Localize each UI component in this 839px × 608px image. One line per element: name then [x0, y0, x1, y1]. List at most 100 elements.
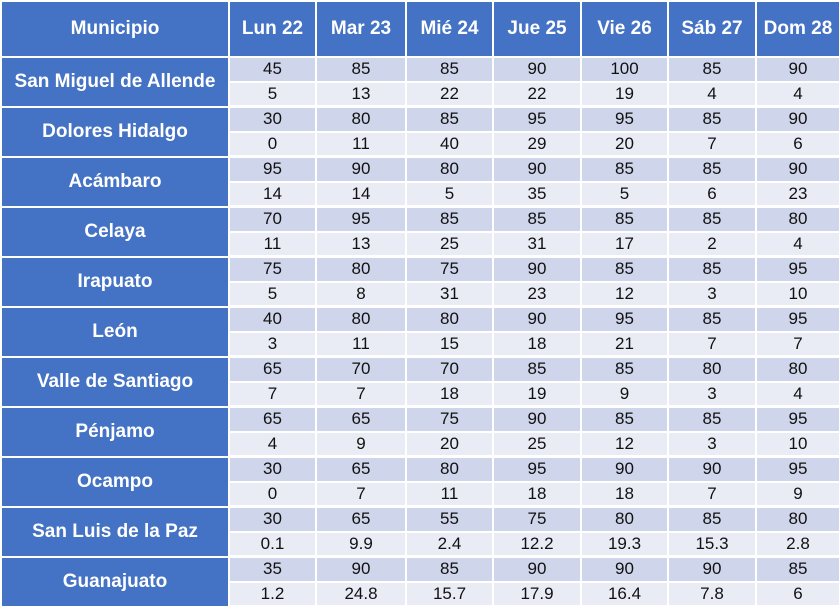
table-cell: 80: [755, 205, 839, 233]
municipio-name: Celaya: [0, 205, 230, 258]
table-row: San Luis de la Paz 30 65 55 75 80 85 80: [0, 505, 839, 558]
table-cell: 90: [492, 305, 582, 333]
table-row: Pénjamo 65 65 75 90 85 85 95: [0, 405, 839, 458]
table-cell: 80: [405, 305, 494, 333]
table-cell: 80: [580, 505, 669, 533]
table-cell: 80: [405, 155, 494, 183]
table-row: 5 8 31 23 12 3 10: [1, 280, 839, 308]
table-cell: 4: [667, 80, 757, 108]
table-cell: 15: [405, 330, 494, 358]
table-cell: 2.8: [755, 530, 839, 558]
table-cell: 29: [492, 130, 582, 158]
table-cell: 95: [315, 205, 407, 233]
municipio-name: San Miguel de Allende: [0, 56, 230, 108]
table-cell: 3: [667, 380, 757, 408]
table-cell: 90: [492, 555, 582, 583]
column-header-municipio: Municipio: [0, 0, 230, 58]
table-cell: 85: [405, 205, 494, 233]
municipio-name: Dolores Hidalgo: [0, 105, 230, 158]
table-cell: 18: [580, 480, 669, 508]
table-cell: 95: [492, 105, 582, 133]
table-cell: 14: [315, 180, 407, 208]
table-cell: 7: [315, 380, 407, 408]
table-cell: 85: [492, 205, 582, 233]
table-cell: 2.4: [405, 530, 494, 558]
table-cell: 10: [755, 430, 839, 458]
table-cell: 85: [580, 255, 669, 283]
table-cell: 100: [580, 56, 669, 83]
table-cell: 90: [667, 455, 757, 483]
table-cell: 2: [667, 230, 757, 258]
table-cell: 6: [755, 130, 839, 158]
table-cell: 65: [315, 405, 407, 433]
table-cell: 9.9: [315, 530, 407, 558]
table-body: San Miguel de Allende 45 85 85 90 100 85 90 5 13 2…: [0, 56, 839, 608]
table-cell: 85: [405, 555, 494, 583]
table-cell: 18: [405, 380, 494, 408]
table-cell: 75: [228, 255, 317, 283]
table-cell: 17: [580, 230, 669, 258]
table-cell: 90: [580, 555, 669, 583]
table-cell: 18: [492, 480, 582, 508]
table-cell: 19: [492, 380, 582, 408]
table-row: 11 13 25 31 17 2 4: [1, 230, 839, 258]
table-cell: 70: [405, 355, 494, 383]
table-cell: 31: [492, 230, 582, 258]
table-cell: 90: [315, 555, 407, 583]
column-header-day: Jue 25: [492, 0, 582, 58]
table-cell: 90: [755, 56, 839, 83]
column-header-day: Dom 28: [755, 0, 839, 58]
table-cell: 11: [228, 230, 317, 258]
table-cell: 4: [755, 230, 839, 258]
table-cell: 85: [667, 405, 757, 433]
table-cell: 15.3: [667, 530, 757, 558]
table-cell: 85: [580, 205, 669, 233]
table-cell: 19: [580, 80, 669, 108]
table-cell: 85: [405, 56, 494, 83]
table-cell: 20: [580, 130, 669, 158]
municipio-name: Acámbaro: [0, 155, 230, 208]
table-row: Guanajuato 35 90 85 90 90 90 85: [0, 555, 839, 608]
table-cell: 12: [580, 430, 669, 458]
header-row: Municipio Lun 22 Mar 23 Mié 24 Jue 25 Vie 26 S…: [0, 0, 839, 58]
table-cell: 95: [755, 305, 839, 333]
table-cell: 4: [755, 380, 839, 408]
table-cell: 11: [315, 330, 407, 358]
table-cell: 19.3: [580, 530, 669, 558]
table-cell: 4: [228, 430, 317, 458]
table-cell: 85: [667, 56, 757, 83]
table-cell: 90: [667, 555, 757, 583]
table-cell: 95: [228, 155, 317, 183]
municipio-name: Ocampo: [0, 455, 230, 508]
table-cell: 23: [492, 280, 582, 308]
table-cell: 85: [492, 355, 582, 383]
table-cell: 85: [580, 405, 669, 433]
table-row: 4 9 20 25 12 3 10: [1, 430, 839, 458]
table-cell: 90: [315, 155, 407, 183]
table-row: 3 11 15 18 21 7 7: [1, 330, 839, 358]
table-cell: 80: [315, 105, 407, 133]
table-cell: 95: [755, 405, 839, 433]
table-cell: 7: [667, 130, 757, 158]
table-cell: 13: [315, 230, 407, 258]
table-cell: 80: [315, 305, 407, 333]
table-row: 0 11 40 29 20 7 6: [1, 130, 839, 158]
table-cell: 18: [492, 330, 582, 358]
table-cell: 70: [315, 355, 407, 383]
municipio-name: Guanajuato: [0, 555, 230, 608]
column-header-day: Mié 24: [405, 0, 494, 58]
table-row: 7 7 18 19 9 3 4: [1, 380, 839, 408]
municipio-name: León: [0, 305, 230, 358]
table-cell: 90: [580, 455, 669, 483]
table-cell: 0: [228, 130, 317, 158]
table-cell: 80: [755, 505, 839, 533]
table-cell: 90: [492, 155, 582, 183]
column-header-day: Vie 26: [580, 0, 669, 58]
table-cell: 10: [755, 280, 839, 308]
table-cell: 90: [492, 405, 582, 433]
table-cell: 85: [667, 255, 757, 283]
table-cell: 3: [667, 430, 757, 458]
table-cell: 55: [405, 505, 494, 533]
table-cell: 0.1: [228, 530, 317, 558]
